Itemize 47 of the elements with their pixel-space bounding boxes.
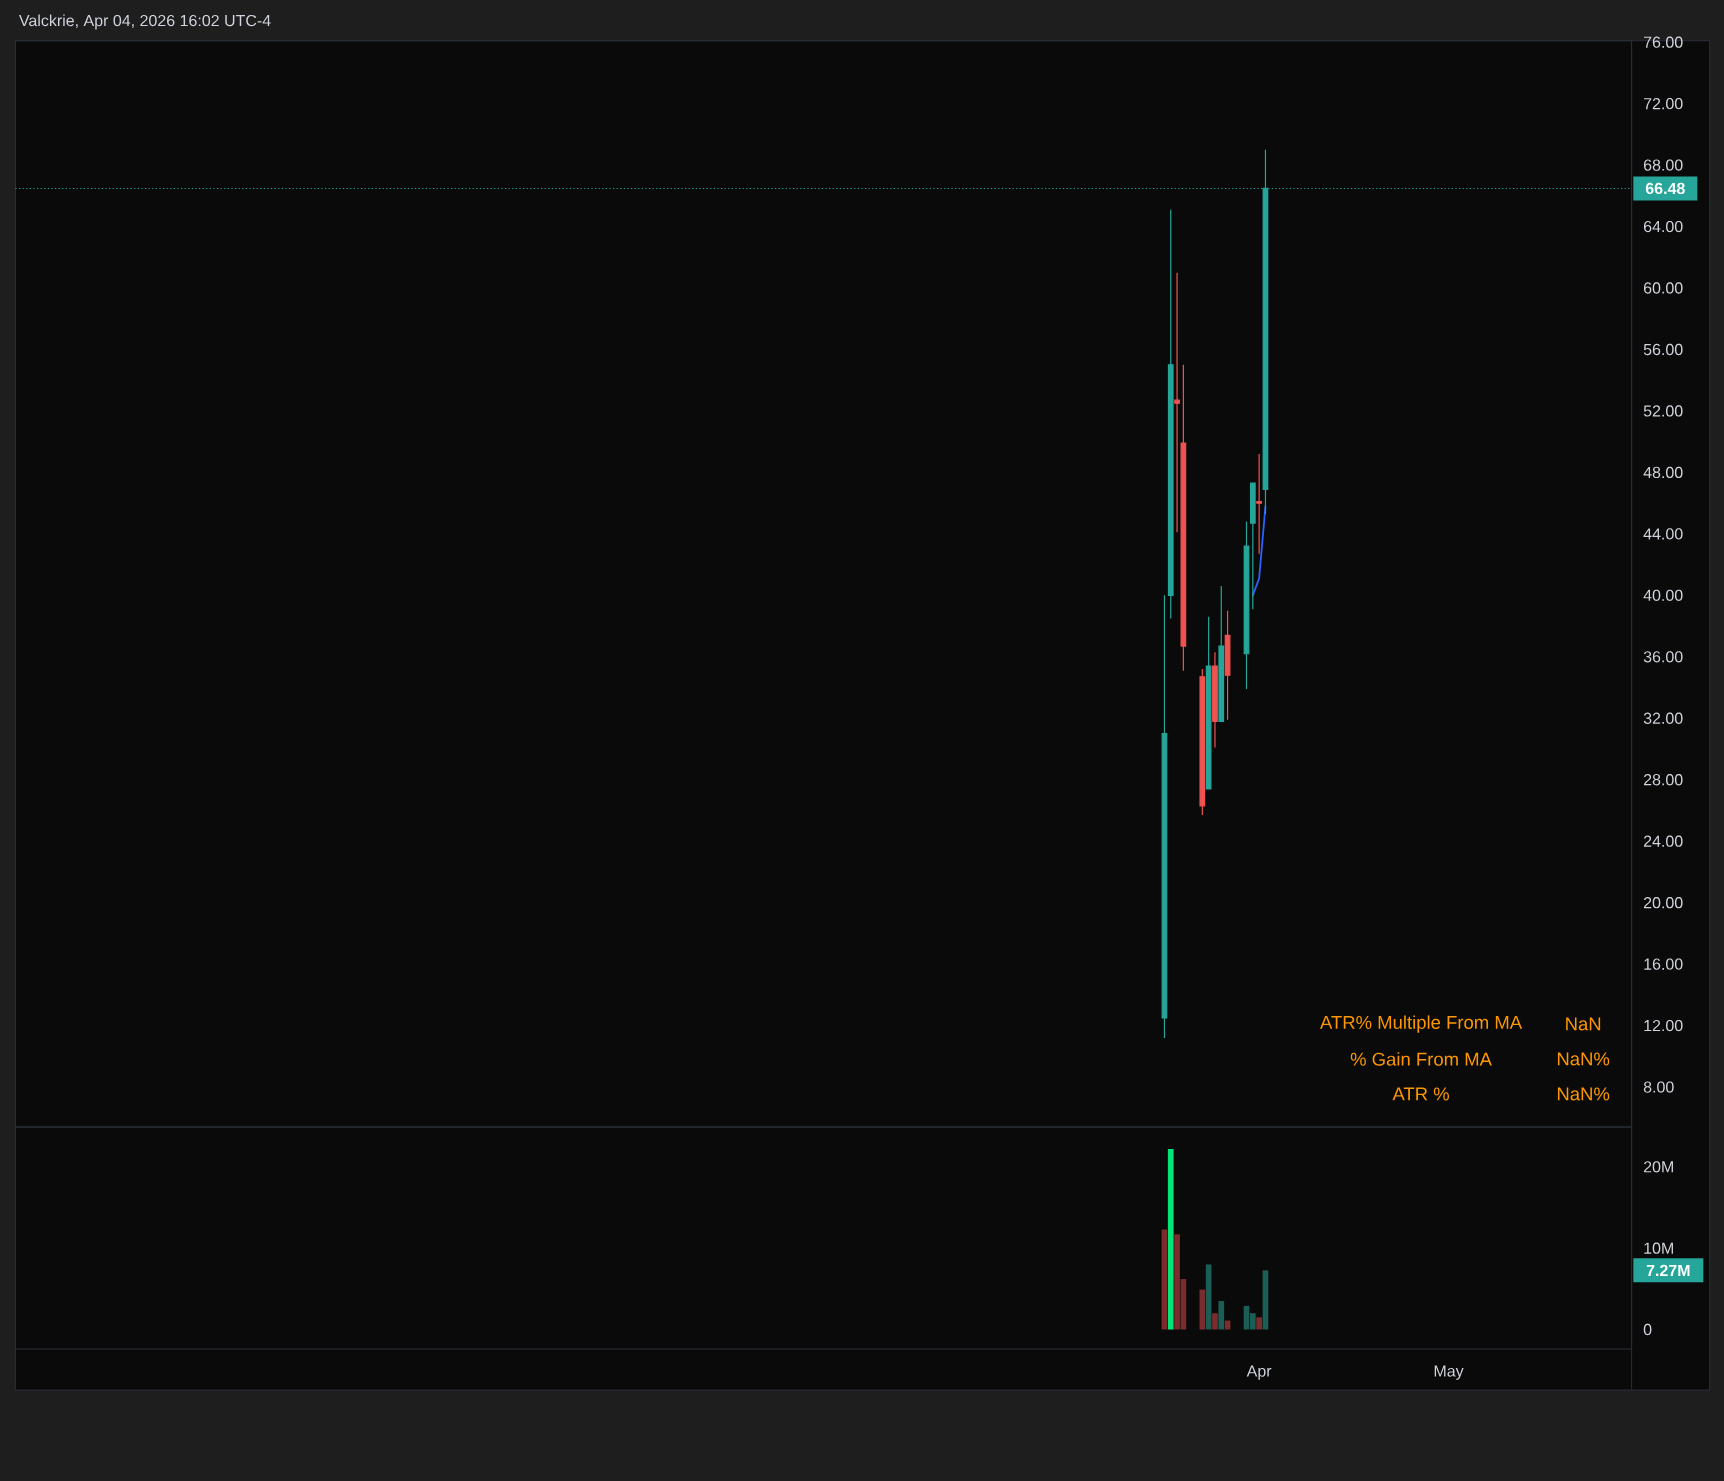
y-tick-label: 0 (1643, 1323, 1652, 1336)
candlestick (1218, 585, 1225, 722)
annotation: % Gain From MA (1350, 1052, 1492, 1066)
bar (1167, 1148, 1174, 1330)
y-tick-label: 48.00 (1643, 466, 1683, 479)
candlestick (1205, 616, 1212, 790)
candlestick (1174, 272, 1180, 533)
bar (1256, 1317, 1262, 1330)
candlestick (1256, 453, 1263, 555)
candlestick (1199, 668, 1206, 816)
annotation: ATR % (1392, 1087, 1449, 1101)
y-tick-label: 56.00 (1643, 343, 1683, 356)
annotation: NaN (1566, 1017, 1601, 1031)
y-tick-label: 68.00 (1643, 159, 1683, 171)
y-tick-label: 8.00 (1643, 1081, 1674, 1093)
x-tick-label: Apr (1246, 1365, 1272, 1380)
candlestick (1224, 610, 1231, 721)
y-tick-label: 36.00 (1643, 651, 1683, 663)
candlestick (1167, 209, 1174, 619)
y-tick-label: 52.00 (1643, 405, 1683, 417)
annotation: NaN% (1557, 1087, 1610, 1101)
y-tick-label: 20M (1643, 1161, 1673, 1173)
candlestick (1212, 651, 1218, 749)
annotation: ATR% Multiple From MA (1320, 1015, 1523, 1033)
y-tick-label: 72.00 (1643, 97, 1683, 110)
y-tick-label: 40.00 (1643, 589, 1683, 602)
y-tick-label: 76.00 (1643, 36, 1683, 48)
ref-line-label: 66.48 (1645, 182, 1685, 195)
candlestick (1249, 482, 1256, 610)
annotation: NaN% (1557, 1052, 1610, 1066)
y-tick-label: 10M (1644, 1242, 1673, 1254)
y-tick-label: 12.00 (1644, 1019, 1683, 1032)
y-tick-label: 44.00 (1643, 528, 1683, 540)
y-tick-label: 60.00 (1643, 282, 1683, 294)
y-tick-label: 24.00 (1643, 835, 1683, 847)
chart-title: Valckrie, Apr 04, 2026 16:02 UTC-4 (19, 14, 271, 30)
y-tick-label: 20.00 (1643, 897, 1683, 909)
y-tick-label: 64.00 (1643, 220, 1683, 233)
y-tick-label: 32.00 (1643, 712, 1683, 724)
bar (1199, 1289, 1206, 1330)
y-tick-label: 16.00 (1644, 958, 1683, 970)
y-tick-label: 28.00 (1643, 774, 1683, 786)
bar (1218, 1301, 1225, 1330)
x-tick-label: May (1434, 1365, 1464, 1380)
candlestick (1180, 364, 1187, 672)
bar (1212, 1313, 1218, 1330)
text: 7.27M (1646, 1264, 1690, 1276)
